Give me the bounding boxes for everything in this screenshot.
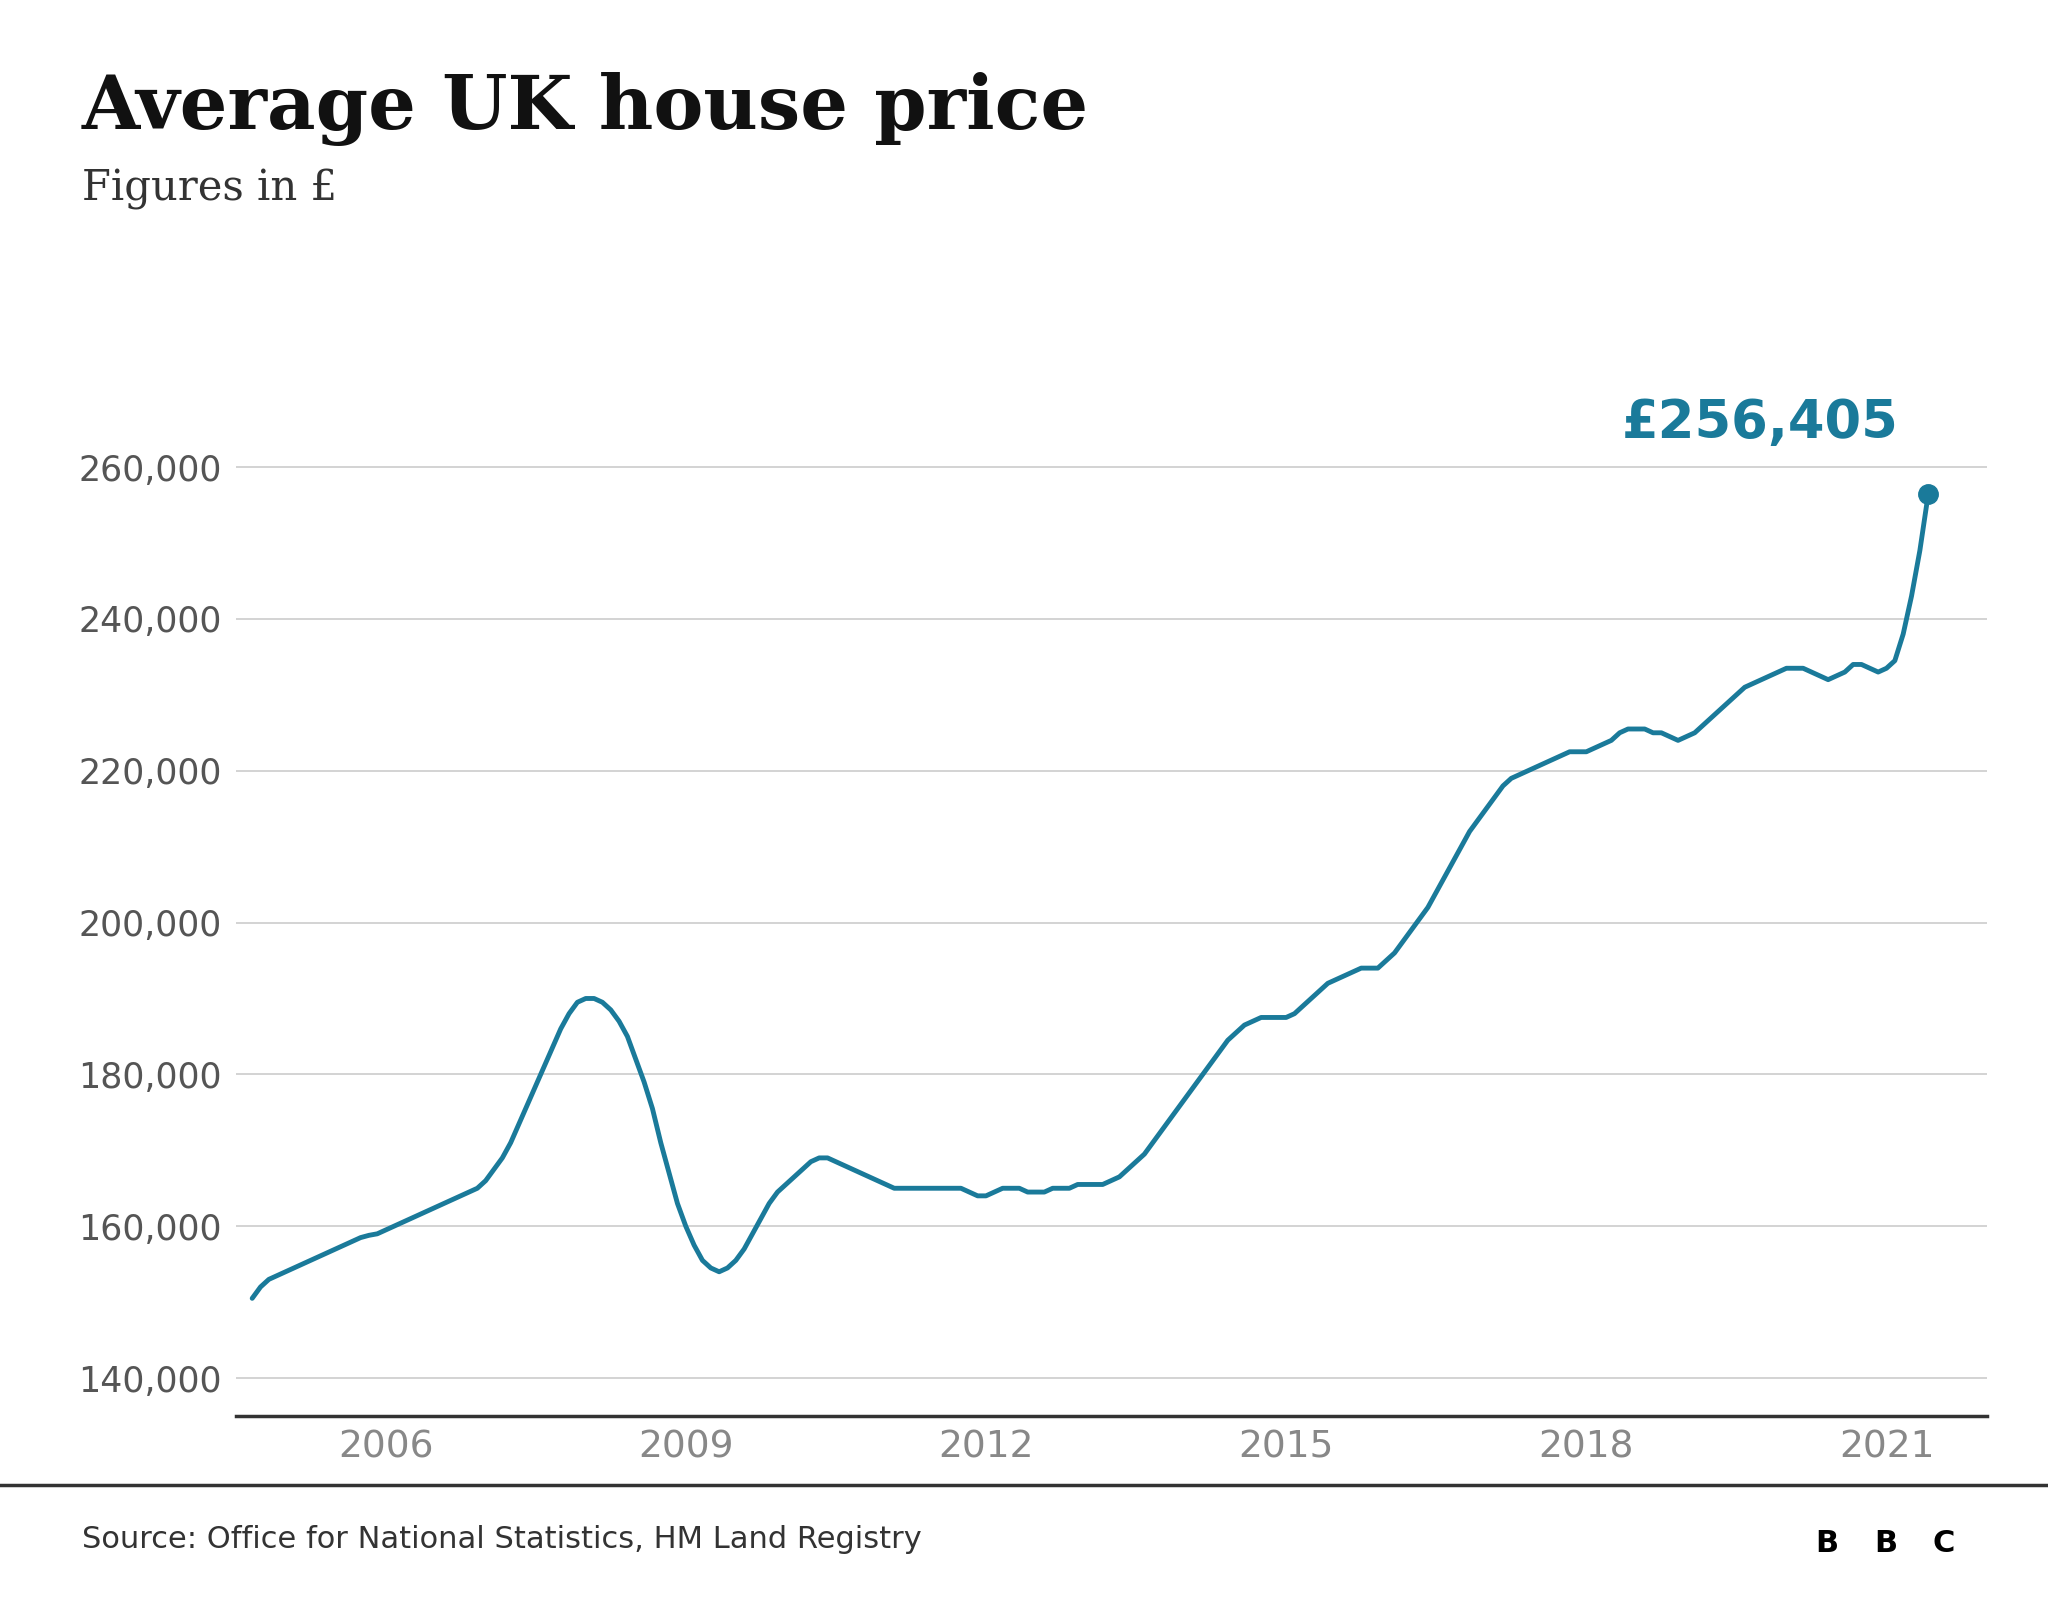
- Text: £256,405: £256,405: [1622, 397, 1898, 450]
- FancyBboxPatch shape: [1796, 1506, 1858, 1581]
- FancyBboxPatch shape: [1913, 1506, 1974, 1581]
- Text: Source: Office for National Statistics, HM Land Registry: Source: Office for National Statistics, …: [82, 1525, 922, 1554]
- Text: B: B: [1815, 1528, 1839, 1558]
- Text: B: B: [1874, 1528, 1896, 1558]
- FancyBboxPatch shape: [1853, 1506, 1917, 1581]
- Text: Average UK house price: Average UK house price: [82, 72, 1090, 146]
- Text: C: C: [1933, 1528, 1956, 1558]
- Text: Figures in £: Figures in £: [82, 168, 338, 210]
